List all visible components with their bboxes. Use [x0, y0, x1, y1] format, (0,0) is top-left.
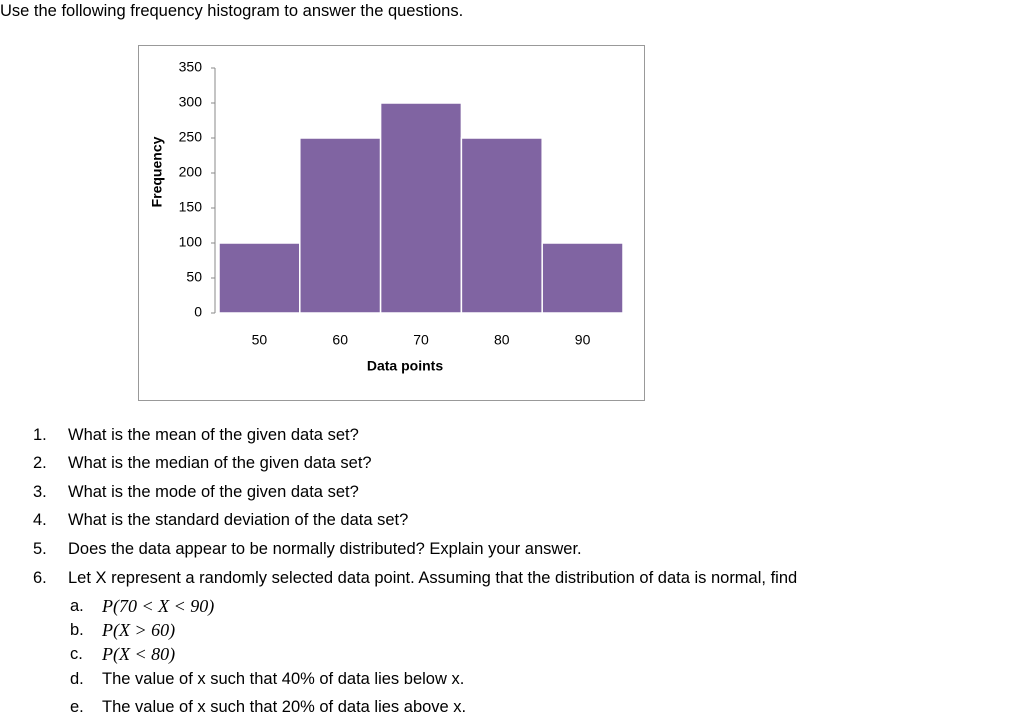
chart: Frequency Data points 0 50 100 150 200 250 300…: [138, 45, 645, 401]
y-tick-label: 0: [194, 304, 202, 320]
subquestion-letter: b.: [70, 621, 84, 639]
bar: [460, 137, 543, 314]
question-text: Does the data appear to be normally dist…: [68, 540, 582, 558]
y-tick-label: 200: [179, 164, 203, 180]
y-tick-label: 150: [179, 199, 203, 215]
subquestion-letter: d.: [70, 670, 84, 688]
question-number: 5.: [33, 540, 47, 558]
subquestion-letter: c.: [70, 645, 83, 663]
question-number: 2.: [33, 454, 47, 472]
bar: [299, 137, 382, 314]
subquestion-letter: a.: [70, 597, 84, 615]
question-text: Let X represent a randomly selected data…: [68, 569, 798, 587]
question-text: What is the median of the given data set…: [68, 454, 372, 472]
bar: [541, 242, 624, 314]
x-tick-label: 60: [332, 332, 348, 348]
x-tick-label: 50: [252, 332, 268, 348]
subquestion-letter: e.: [70, 698, 84, 716]
x-tick-label: 90: [575, 332, 591, 348]
subquestion-text: P(X < 80): [102, 644, 176, 664]
subquestion-text: The value of x such that 40% of data lie…: [102, 670, 465, 688]
x-tick-label: 80: [494, 332, 510, 348]
y-tick-label: 350: [179, 59, 203, 75]
question-number: 3.: [33, 483, 47, 501]
subquestion-text: The value of x such that 20% of data lie…: [102, 698, 467, 716]
y-axis-label: Frequency: [149, 136, 165, 207]
question-number: 1.: [33, 426, 47, 444]
question-number: 6.: [33, 569, 47, 587]
x-axis-label: Data points: [367, 358, 443, 374]
question-text: What is the mean of the given data set?: [68, 426, 359, 444]
subquestion-text: P(X > 60): [102, 620, 176, 640]
y-tick-label: 300: [179, 94, 203, 110]
question-text: What is the mode of the given data set?: [68, 483, 359, 501]
subquestion-text: P(70 < X < 90): [102, 596, 215, 616]
y-tick-label: 250: [179, 129, 203, 145]
bar: [218, 242, 301, 314]
y-tick-label: 100: [179, 234, 203, 250]
question-number: 4.: [33, 511, 47, 529]
instruction: Use the following frequency histogram to…: [0, 2, 464, 20]
y-tick-label: 50: [186, 269, 202, 285]
bar: [379, 102, 463, 314]
x-tick-label: 70: [413, 332, 429, 348]
question-text: What is the standard deviation of the da…: [68, 511, 409, 529]
